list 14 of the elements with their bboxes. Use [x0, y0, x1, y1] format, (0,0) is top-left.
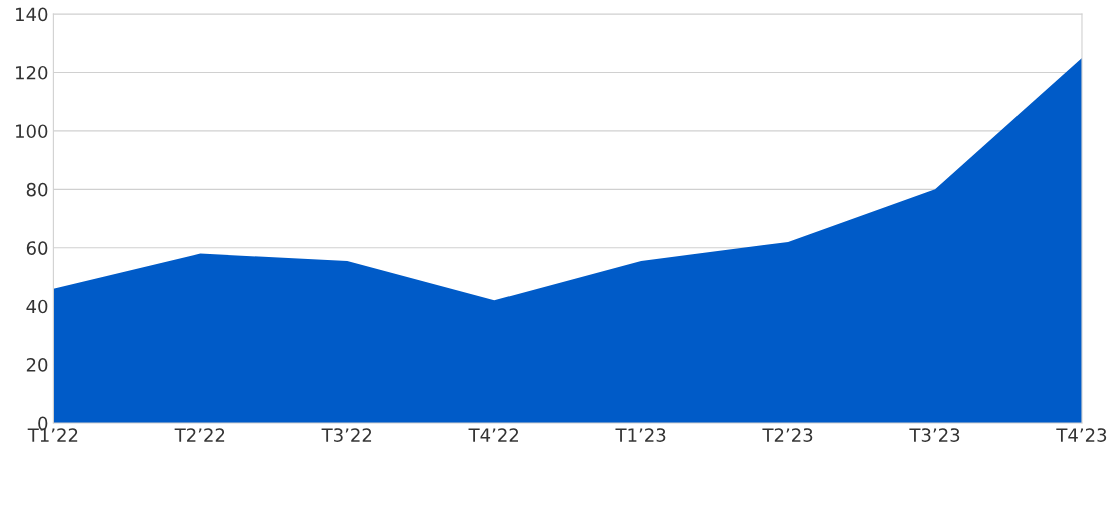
y-tick-label: 100	[16, 124, 48, 139]
y-tick-label: 60	[26, 241, 48, 255]
x-tick-label: T3’22	[321, 428, 372, 442]
y-tick-label: 120	[16, 65, 48, 80]
x-tick-label: T4’22	[468, 428, 519, 442]
y-tick-label: 140	[16, 7, 48, 22]
y-tick-label: 20	[26, 358, 48, 372]
x-tick-label: T2’22	[174, 428, 225, 442]
x-tick-label: T3’23	[909, 428, 960, 442]
y-tick-label: 80	[26, 182, 48, 197]
x-tick-label: T2’23	[762, 428, 813, 442]
x-tick-label: T1’23	[615, 428, 666, 442]
x-tick-label: T4’23	[1056, 428, 1107, 442]
y-tick-label: 40	[26, 299, 48, 314]
